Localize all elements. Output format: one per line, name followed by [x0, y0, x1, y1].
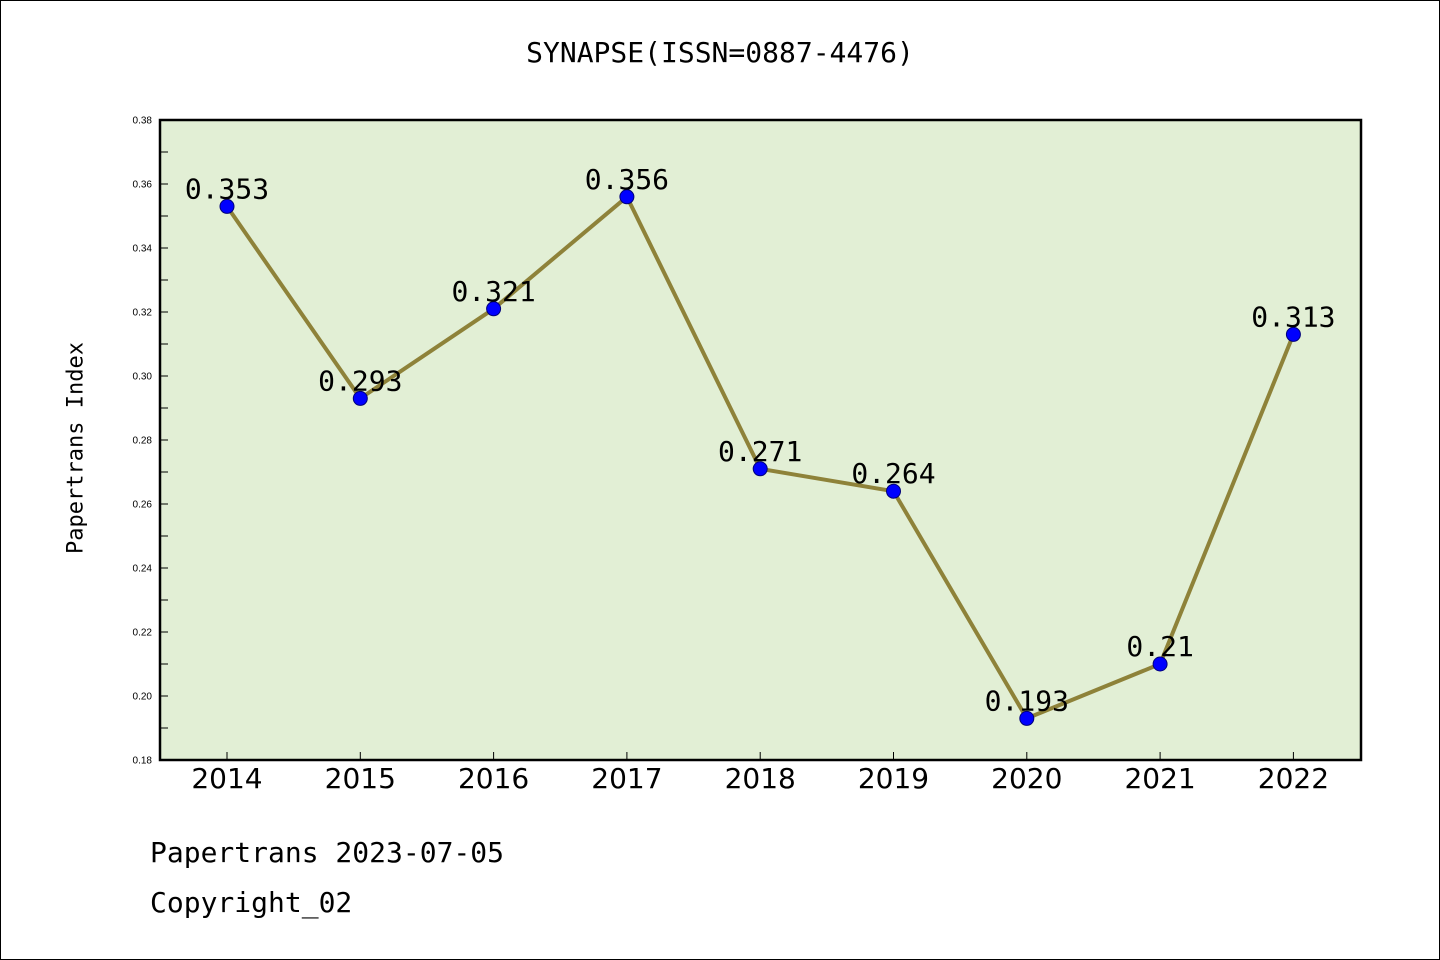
data-label: 0.321 — [451, 275, 535, 308]
data-label: 0.21 — [1126, 630, 1193, 663]
data-point — [1285, 326, 1301, 342]
y-tick-label: 0.34 — [133, 244, 153, 255]
data-label: 0.356 — [585, 163, 669, 196]
data-point — [219, 198, 235, 214]
x-tick-label: 2019 — [858, 762, 929, 795]
x-tick-label: 2021 — [1124, 762, 1195, 795]
data-label: 0.264 — [851, 457, 935, 490]
x-tick-label: 2016 — [458, 762, 529, 795]
data-point — [1019, 710, 1035, 726]
y-tick-label: 0.22 — [133, 628, 153, 639]
plot-border — [158, 118, 1363, 762]
x-tick-label: 2018 — [725, 762, 796, 795]
x-tick-label: 2014 — [191, 762, 262, 795]
x-tick-label: 2022 — [1258, 762, 1329, 795]
y-tick-label: 0.26 — [133, 500, 153, 511]
y-tick-label: 0.28 — [133, 436, 153, 447]
chart-title: SYNAPSE(ISSN=0887-4476) — [526, 36, 914, 69]
data-label: 0.293 — [318, 364, 402, 397]
y-tick-label: 0.36 — [133, 180, 153, 191]
footer-copyright: Copyright_02 — [150, 886, 353, 919]
footer-date: Papertrans 2023-07-05 — [150, 836, 505, 869]
x-tick-label: 2015 — [325, 762, 396, 795]
data-point — [752, 461, 768, 477]
x-tick-label: 2017 — [591, 762, 662, 795]
data-label: 0.193 — [985, 684, 1069, 717]
data-point — [352, 390, 368, 406]
plot-area — [160, 120, 1361, 760]
data-label: 0.271 — [718, 435, 802, 468]
data-point — [886, 483, 901, 499]
data-point — [486, 301, 502, 317]
data-point — [619, 189, 635, 205]
y-tick-label: 0.20 — [133, 692, 153, 703]
data-label: 0.353 — [185, 172, 269, 205]
data-label: 0.313 — [1251, 300, 1335, 333]
data-point — [1152, 656, 1168, 672]
y-tick-label: 0.30 — [133, 372, 153, 383]
y-tick-label: 0.18 — [133, 756, 153, 767]
y-tick-label: 0.24 — [133, 564, 153, 575]
y-tick-label: 0.32 — [133, 308, 153, 319]
y-tick-label: 0.38 — [133, 116, 153, 127]
x-tick-label: 2020 — [991, 762, 1062, 795]
